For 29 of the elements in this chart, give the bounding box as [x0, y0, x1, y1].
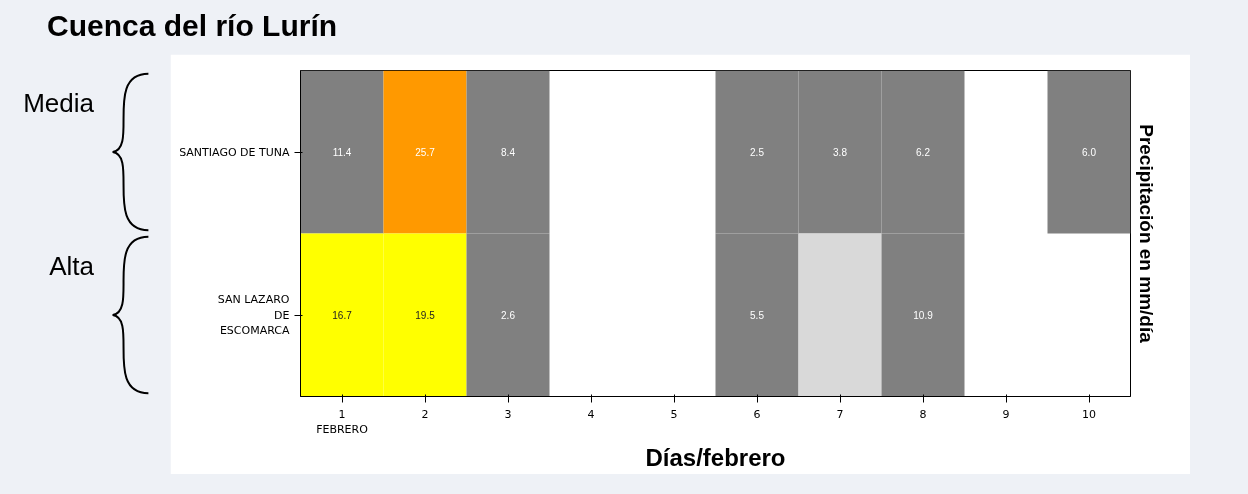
data-label: 25.7 — [415, 147, 436, 158]
chart-title: Cuenca del río Lurín — [47, 8, 338, 44]
y2-axis-title: Precipitación en mm/día — [1135, 124, 1157, 344]
data-label: 3.8 — [833, 147, 848, 158]
x-tick-label: 5 — [670, 407, 678, 421]
x-tick-label: 10 — [1082, 407, 1096, 421]
text: Media — [23, 88, 95, 119]
data-label: 8.4 — [501, 147, 516, 158]
x-tick-label: 2 — [421, 407, 429, 421]
data-label: 2.5 — [750, 147, 765, 158]
data-label: 16.7 — [332, 310, 353, 321]
data-label: 6.0 — [1082, 147, 1097, 158]
data-label: 6.2 — [916, 147, 931, 158]
y-tick-label: SAN LAZARO DE ESCOMARCA — [217, 292, 290, 338]
data-label: 19.5 — [415, 310, 436, 321]
data-label: 2.6 — [501, 310, 516, 321]
x-tick-label: 3 — [504, 407, 512, 421]
x-tick-label: 9 — [1002, 407, 1010, 421]
data-label: 5.5 — [750, 310, 765, 321]
x-tick-label: 4 — [587, 407, 595, 421]
text: Alta — [49, 251, 95, 282]
x-tick-label: 7 — [836, 407, 844, 421]
x-tick-label: 8 — [919, 407, 927, 421]
x-tick-label: 1 FEBRERO — [316, 407, 369, 437]
x-tick-label: 6 — [753, 407, 761, 421]
data-label: 10.9 — [913, 310, 934, 321]
y-tick-label: SANTIAGO DE TUNA — [179, 145, 290, 159]
x-axis-title: Días/febrero — [645, 444, 786, 472]
data-label: 11.4 — [332, 147, 352, 158]
